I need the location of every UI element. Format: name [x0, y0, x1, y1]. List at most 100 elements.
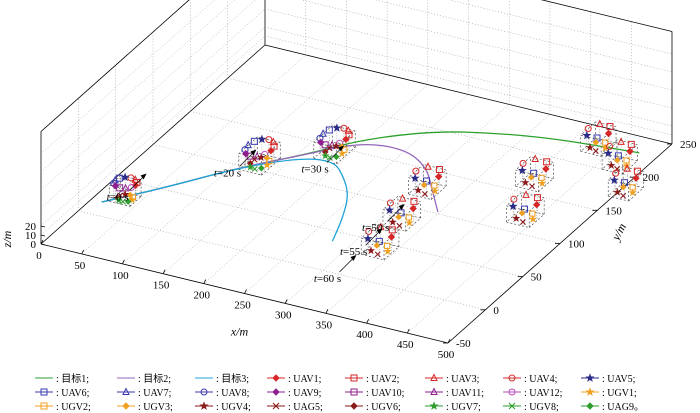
grid-line-z-left: [40, 26, 266, 227]
z-tick-mark: [40, 225, 46, 228]
grid-line-x: [162, 74, 388, 274]
x-tick-label: 450: [397, 339, 414, 351]
legend-swatch-marker: [585, 373, 595, 382]
agent-marker-uav1: [632, 174, 640, 182]
agent-marker-ugv1: [601, 143, 610, 152]
z-tick-mark: [40, 243, 46, 246]
x-tick-label: 250: [234, 300, 251, 312]
legend-swatch-marker: [350, 402, 358, 410]
formation-edge: [607, 182, 624, 197]
annotation-arrowhead: [337, 145, 344, 152]
agent-marker-uav2: [543, 158, 551, 166]
legend-swatch-marker: [508, 402, 516, 410]
formation-edge: [580, 151, 602, 157]
agent-marker-uav11: [253, 151, 261, 160]
z-tick-label: 20: [25, 221, 37, 233]
agent-marker-ugv4: [366, 246, 376, 255]
formation-edge: [361, 237, 385, 244]
formation-edge: [608, 179, 629, 186]
agent-marker-uav4: [265, 136, 273, 144]
x-tick-mark: [284, 299, 288, 304]
formation-edge: [529, 214, 545, 228]
agent-marker-uav2: [633, 167, 641, 175]
legend-label: : 目标1;: [56, 373, 89, 385]
grid-line-z-back: [264, 8, 673, 109]
agent-marker-uav6: [325, 126, 333, 134]
formation-edge: [109, 185, 130, 191]
agent-marker-uav11: [328, 140, 336, 149]
legend-entry: : UGV7;: [425, 401, 481, 413]
x-tick-label: 50: [74, 260, 86, 272]
legend-swatch-marker: [200, 388, 208, 396]
agent-marker-uav5: [582, 130, 592, 140]
legend-label: : UGV8;: [524, 402, 559, 413]
formation-edge: [515, 185, 539, 193]
legend-label: : UGV6;: [366, 402, 401, 413]
agent-marker-ugv1: [537, 178, 547, 187]
grid-line-x: [325, 114, 551, 314]
agent-marker-uav2: [388, 226, 396, 234]
grid-line-y: [152, 144, 561, 244]
agent-marker-uag5: [326, 145, 333, 152]
legend-swatch-marker: [122, 402, 130, 410]
x-tick-label: 0: [36, 250, 42, 262]
legend-entry: : UAV6;: [35, 388, 90, 399]
agent-marker-uag9: [258, 164, 265, 172]
agent-marker-ugv4: [414, 185, 423, 194]
legend-swatch-marker: [508, 374, 516, 382]
formation-edge: [109, 201, 130, 207]
agent-marker-ugv3: [518, 209, 526, 217]
formation-edge: [129, 180, 142, 191]
formation-edge: [506, 208, 522, 223]
legend-swatch-marker: [430, 373, 438, 381]
grid-line-z-back: [300, 0, 673, 91]
y-tick-label: 150: [605, 205, 622, 217]
agent-marker-uav4: [519, 159, 527, 167]
legend-entry: : 目标3;: [195, 373, 249, 385]
time-label: t=20 s: [214, 168, 241, 180]
agent-marker-uav6: [375, 237, 383, 245]
legend-entry: : UGV6;: [345, 402, 401, 413]
agent-marker-uav2: [533, 194, 541, 202]
x-tick-label: 400: [356, 329, 373, 341]
agent-marker-ugv3: [126, 191, 134, 199]
agent-marker-ugv2: [405, 214, 412, 221]
legend-label: : UAV10;: [366, 388, 405, 399]
agent-marker-ugv1: [430, 186, 439, 195]
legend-label: : UAV12;: [524, 388, 563, 399]
time-label: t=30 s: [301, 163, 328, 175]
axes-box: [40, 0, 673, 344]
time-label: t=55 s: [340, 246, 367, 258]
agent-marker-uag5: [529, 183, 536, 190]
agent-marker-uav1: [409, 204, 417, 213]
annotation-arrowhead: [398, 203, 405, 210]
formation-edge: [383, 246, 400, 261]
agent-marker-uav1: [387, 233, 396, 241]
legend-entry: : UAV2;: [345, 374, 400, 385]
agent-marker-uav5: [332, 123, 342, 132]
agent-marker-ugv1: [405, 218, 414, 227]
agent-marker-uav3: [617, 137, 625, 145]
legend-label: : UAV3;: [446, 374, 480, 385]
grid-line-y: [190, 111, 598, 211]
formation-edge: [382, 212, 399, 227]
formation-edge: [622, 160, 638, 175]
legend-entry: : UGV2;: [35, 402, 91, 413]
annotation-arrowhead: [350, 255, 357, 262]
agent-marker-uav11: [121, 183, 130, 192]
axis-ticks: 050100150200250300350400450500-500501001…: [0, 139, 697, 361]
legend-label: : UGV3;: [138, 402, 173, 413]
legend-entry: : 目标1;: [35, 373, 89, 385]
agent-marker-uav2: [627, 140, 635, 148]
formation-edge: [515, 169, 539, 176]
agent-marker-uag5: [592, 148, 599, 155]
agent-marker-uav12: [127, 183, 135, 191]
agent-marker-ugv3: [592, 139, 600, 146]
agent-marker-uav5: [603, 148, 613, 158]
y-tick-label: -50: [456, 338, 471, 350]
legend-swatch-marker: [585, 387, 595, 396]
agent-marker-uav7: [244, 140, 252, 149]
legend-swatch-marker: [199, 401, 209, 410]
grid-line-x: [244, 94, 469, 294]
agent-marker-uav2: [606, 123, 614, 131]
